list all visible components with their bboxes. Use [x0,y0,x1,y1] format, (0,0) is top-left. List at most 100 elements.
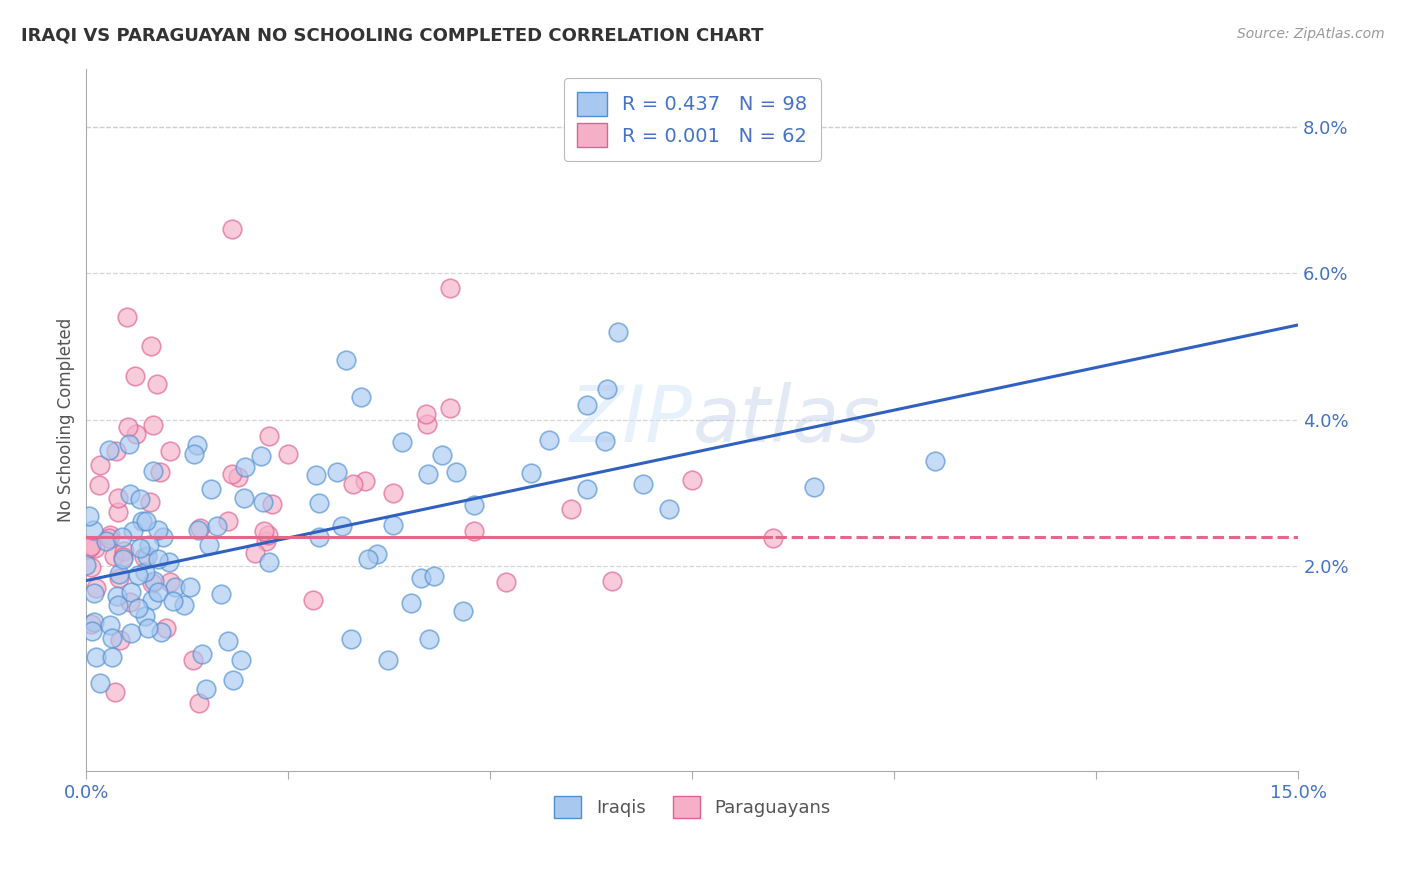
Point [79,539,101,553]
Point [256,528,278,542]
Point [80,624,103,639]
Point [606,326,628,340]
Point [136,621,159,635]
Point [101,650,124,665]
Point [305,467,328,482]
Point [576,398,599,412]
Point [191,647,214,661]
Point [127,568,149,582]
Point [537,434,560,448]
Point [249,449,271,463]
Point [308,530,330,544]
Point [83,541,105,555]
Point [377,653,399,667]
Point [80,617,103,632]
Point [366,547,388,561]
Point [148,552,170,566]
Point [138,495,160,509]
Point [162,594,184,608]
Point [200,482,222,496]
Point [463,524,485,538]
Point [142,417,165,432]
Point [149,465,172,479]
Point [179,580,201,594]
Point [463,499,485,513]
Point [128,491,150,506]
Point [104,684,127,698]
Point [600,574,623,588]
Point [94,533,117,548]
Point [430,448,453,462]
Point [127,600,149,615]
Point [120,626,142,640]
Point [108,632,131,647]
Point [89,676,111,690]
Point [125,426,148,441]
Point [77,541,100,556]
Point [631,476,654,491]
Point [100,527,122,541]
Point [121,524,143,538]
Point [254,533,277,548]
Point [195,682,218,697]
Point [134,549,156,564]
Point [120,487,142,501]
Point [98,531,121,545]
Point [350,390,373,404]
Point [595,434,617,448]
Point [416,467,439,481]
Point [217,514,239,528]
Point [418,632,440,647]
Point [111,530,134,544]
Point [150,625,173,640]
Point [188,521,211,535]
Point [105,444,128,458]
Point [112,544,135,558]
Point [209,587,232,601]
Point [117,420,139,434]
Point [231,653,253,667]
Point [356,552,378,566]
Point [391,435,413,450]
Point [142,574,165,588]
Point [131,514,153,528]
Point [111,549,134,564]
Point [681,474,703,488]
Point [186,438,208,452]
Point [233,460,256,475]
Point [382,485,405,500]
Point [681,142,703,156]
Point [257,555,280,569]
Point [145,376,167,391]
Point [107,599,129,613]
Point [181,652,204,666]
Point [108,567,131,582]
Point [762,531,785,545]
Point [187,523,209,537]
Text: ZIP: ZIP [569,382,692,458]
Point [188,697,211,711]
Point [120,594,142,608]
Point [84,581,107,595]
Point [451,604,474,618]
Point [183,446,205,460]
Point [803,479,825,493]
Point [139,339,162,353]
Point [924,454,946,468]
Point [221,222,243,236]
Point [134,566,156,580]
Point [77,509,100,524]
Point [155,621,177,635]
Point [136,549,159,563]
Point [80,560,103,574]
Point [382,518,405,533]
Point [111,552,134,566]
Point [135,514,157,528]
Point [152,530,174,544]
Point [129,541,152,556]
Text: atlas: atlas [692,382,880,458]
Point [198,538,221,552]
Legend: Iraqis, Paraguayans: Iraqis, Paraguayans [547,789,838,825]
Point [83,586,105,600]
Point [103,549,125,563]
